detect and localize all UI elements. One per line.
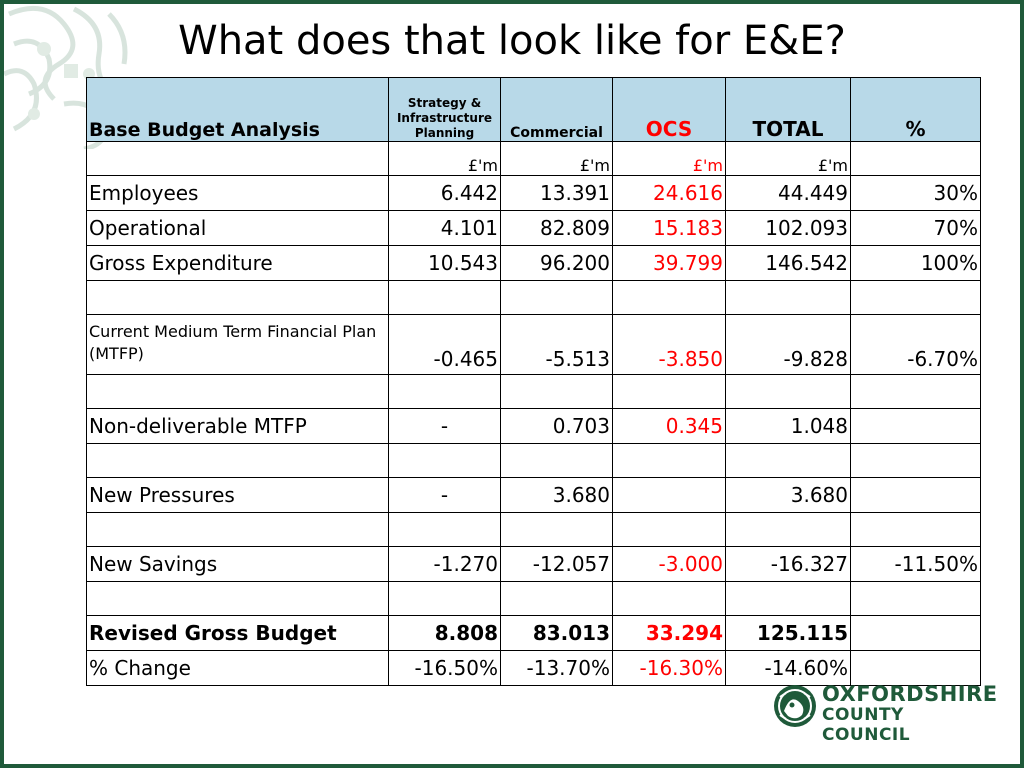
table-cell [86, 141, 389, 176]
table-cell: 125.115 [725, 615, 851, 651]
table-cell: -16.30% [612, 650, 726, 686]
table-row: % Change -16.50% -13.70% -16.30% -14.60% [86, 650, 981, 686]
blank-row [86, 374, 981, 409]
table-row: Revised Gross Budget 8.808 83.013 33.294… [86, 615, 981, 651]
slide: What does that look like for E&E? Base B… [4, 4, 1020, 764]
row-label: Non-deliverable MTFP [86, 408, 389, 444]
header-percent: % [850, 77, 981, 142]
header-ocs: OCS [612, 77, 726, 142]
table-row: Employees 6.442 13.391 24.616 44.449 30% [86, 175, 981, 211]
table-cell: 3.680 [725, 477, 851, 513]
table-cell: 70% [850, 210, 981, 246]
table-cell [850, 408, 981, 444]
table-cell: 15.183 [612, 210, 726, 246]
table-cell: - [388, 477, 501, 513]
row-label: Gross Expenditure [86, 245, 389, 281]
table-cell [850, 615, 981, 651]
table-cell: 0.345 [612, 408, 726, 444]
table-row: Gross Expenditure 10.543 96.200 39.799 1… [86, 245, 981, 281]
table-row: Current Medium Term Financial Plan (MTFP… [86, 314, 981, 375]
council-crest-icon [774, 685, 816, 727]
table-cell: 6.442 [388, 175, 501, 211]
table-cell: 24.616 [612, 175, 726, 211]
header-strategy: Strategy & Infrastructure Planning [388, 77, 501, 142]
row-label: New Pressures [86, 477, 389, 513]
table-cell: -12.057 [500, 546, 613, 582]
blank-row [86, 280, 981, 315]
table-cell: 4.101 [388, 210, 501, 246]
row-label: Operational [86, 210, 389, 246]
blank-row [86, 581, 981, 616]
table-cell: -14.60% [725, 650, 851, 686]
table-cell: 10.543 [388, 245, 501, 281]
units-row: £'m £'m £'m £'m [86, 141, 981, 176]
unit-cell: £'m [725, 141, 851, 176]
unit-cell: £'m [388, 141, 501, 176]
table-cell: -3.850 [612, 314, 726, 375]
table-cell: 100% [850, 245, 981, 281]
logo-line-1: OXFORDSHIRE [822, 682, 998, 706]
table-row: Non-deliverable MTFP - 0.703 0.345 1.048 [86, 408, 981, 444]
table-cell: 13.391 [500, 175, 613, 211]
header-commercial: Commercial [500, 77, 613, 142]
table-cell [850, 650, 981, 686]
table-cell: -3.000 [612, 546, 726, 582]
table-cell: -0.465 [388, 314, 501, 375]
table-cell: -1.270 [388, 546, 501, 582]
table-cell: 0.703 [500, 408, 613, 444]
table-cell: 44.449 [725, 175, 851, 211]
table-row: New Savings -1.270 -12.057 -3.000 -16.32… [86, 546, 981, 582]
table-cell: -11.50% [850, 546, 981, 582]
table-cell: 39.799 [612, 245, 726, 281]
table-cell [850, 141, 981, 176]
table-cell: -9.828 [725, 314, 851, 375]
table-cell: - [388, 408, 501, 444]
row-label: % Change [86, 650, 389, 686]
blank-row [86, 512, 981, 547]
table-header-row: Base Budget Analysis Strategy & Infrastr… [86, 77, 981, 142]
logo-line-2: COUNTY COUNCIL [822, 705, 911, 745]
unit-cell: £'m [500, 141, 613, 176]
table-cell: 3.680 [500, 477, 613, 513]
table-cell: -13.70% [500, 650, 613, 686]
table-cell: -16.50% [388, 650, 501, 686]
table-cell: 82.809 [500, 210, 613, 246]
table-cell [612, 477, 726, 513]
header-total: TOTAL [725, 77, 851, 142]
table-cell: 30% [850, 175, 981, 211]
table-cell: 83.013 [500, 615, 613, 651]
table-cell: -16.327 [725, 546, 851, 582]
table-cell: 96.200 [500, 245, 613, 281]
table-cell: 1.048 [725, 408, 851, 444]
row-label: New Savings [86, 546, 389, 582]
table-row: Operational 4.101 82.809 15.183 102.093 … [86, 210, 981, 246]
unit-cell: £'m [612, 141, 726, 176]
table-cell: 146.542 [725, 245, 851, 281]
table-cell: -6.70% [850, 314, 981, 375]
row-label: Revised Gross Budget [86, 615, 389, 651]
row-label: Employees [86, 175, 389, 211]
blank-row [86, 443, 981, 478]
table-cell [850, 477, 981, 513]
table-cell: 33.294 [612, 615, 726, 651]
table-cell: -5.513 [500, 314, 613, 375]
slide-title: What does that look like for E&E? [178, 18, 846, 64]
row-label: Current Medium Term Financial Plan (MTFP… [86, 314, 389, 375]
header-base-budget-analysis: Base Budget Analysis [86, 77, 389, 142]
budget-table: Base Budget Analysis Strategy & Infrastr… [86, 77, 981, 686]
table-cell: 102.093 [725, 210, 851, 246]
oxfordshire-logo: OXFORDSHIRE COUNTY COUNCIL [772, 679, 997, 745]
table-cell: 8.808 [388, 615, 501, 651]
table-row: New Pressures - 3.680 3.680 [86, 477, 981, 513]
